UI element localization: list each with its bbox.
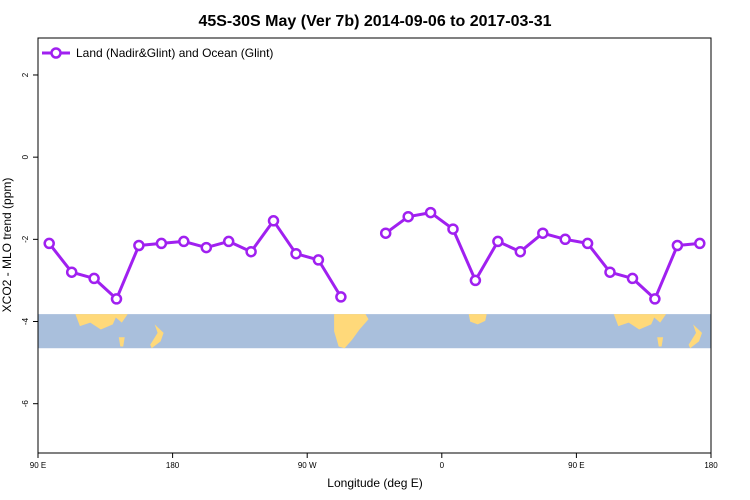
y-tick-label: 2 [21, 72, 30, 77]
plot-lines [48, 211, 700, 301]
data-point [671, 239, 684, 252]
data-point [88, 272, 100, 285]
y-tick-label: -6 [21, 400, 30, 408]
x-tick-label: 90 W [298, 461, 317, 470]
y-tick-label: -4 [21, 317, 30, 325]
data-point [559, 233, 571, 246]
data-point [155, 237, 168, 250]
x-tick-label: 0 [440, 461, 445, 470]
y-axis-ticks: 2 0 -2 -4 -6 [21, 72, 38, 407]
data-point [492, 235, 504, 248]
legend-marker-swatch [50, 47, 62, 59]
y-tick-label: 0 [21, 154, 30, 159]
data-point [178, 235, 190, 248]
data-point [626, 272, 639, 285]
map-land-south-africa [468, 314, 487, 325]
data-point [581, 237, 594, 250]
data-point [469, 274, 482, 287]
data-point [245, 245, 257, 258]
x-tick-label: 90 E [30, 461, 46, 470]
map-land-new-zealand-2 [688, 324, 702, 349]
map-land-tasmania [118, 337, 125, 347]
data-point [335, 291, 347, 303]
y-tick-label: -2 [21, 235, 30, 243]
x-tick-label: 180 [166, 461, 180, 470]
data-point [447, 223, 459, 235]
data-point [267, 215, 280, 227]
x-axis-ticks: 90 E 180 90 W 0 90 E 180 [30, 453, 718, 470]
plot-points [43, 206, 706, 305]
data-point [424, 206, 437, 219]
plot-frame [37, 37, 712, 454]
map-land-tasmania-2 [657, 337, 664, 347]
data-point [379, 227, 392, 239]
data-point [43, 237, 55, 250]
data-point [65, 266, 78, 278]
data-point [133, 239, 145, 252]
data-point [537, 227, 549, 239]
map-land-australia [75, 314, 128, 330]
data-point [694, 237, 706, 250]
series-line-segment-1 [48, 219, 343, 301]
data-point [649, 293, 661, 305]
data-point [514, 245, 527, 258]
y-axis-label: XCO2 - MLO trend (ppm) [0, 178, 14, 313]
series-line-segment-2 [384, 211, 700, 301]
data-point [402, 210, 414, 223]
data-point [312, 254, 325, 266]
map-land-australia-2 [613, 314, 667, 330]
x-tick-label: 180 [704, 461, 718, 470]
data-point [604, 266, 616, 278]
map-ocean-band [38, 314, 711, 349]
map-land-south-america [334, 314, 369, 349]
chart-title: 45S-30S May (Ver 7b) 2014-09-06 to 2017-… [198, 13, 551, 30]
map-land-new-zealand [150, 324, 164, 349]
data-point [200, 241, 213, 254]
x-axis-label: Longitude (deg E) [327, 476, 422, 490]
data-point [110, 293, 123, 305]
legend: Land (Nadir&Glint) and Ocean (Glint) [42, 46, 273, 60]
x-tick-label: 90 E [568, 461, 584, 470]
data-point [290, 247, 302, 260]
map-strip [38, 314, 711, 349]
data-point [222, 235, 235, 248]
legend-label: Land (Nadir&Glint) and Ocean (Glint) [76, 46, 273, 60]
